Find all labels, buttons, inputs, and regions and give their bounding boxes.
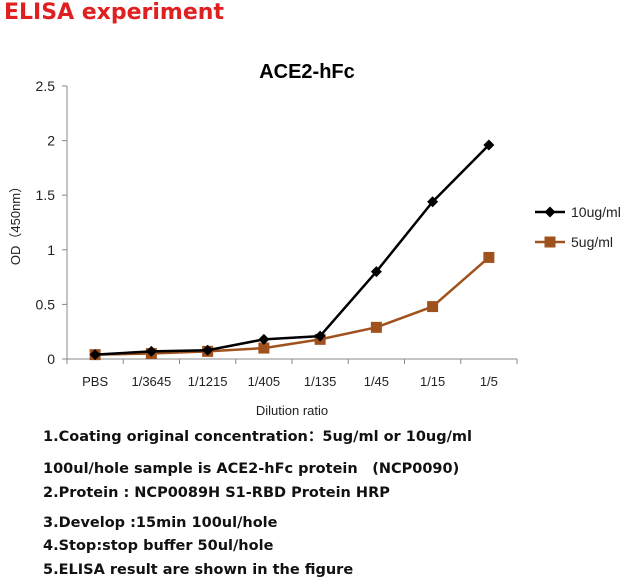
x-tick-label: 1/135 <box>304 374 337 389</box>
legend-label: 10ug/ml <box>571 204 621 220</box>
y-axis-title: OD（450nm） <box>8 180 23 265</box>
x-tick-label: 1/45 <box>364 374 389 389</box>
note-line: 3.Develop :15min 100ul/hole <box>43 515 278 531</box>
note-line: 5.ELISA result are shown in the figure <box>43 562 354 578</box>
y-tick-label: 0 <box>47 351 55 367</box>
data-point <box>258 333 270 345</box>
y-tick-label: 2.5 <box>36 78 56 94</box>
y-tick-label: 2 <box>47 133 55 149</box>
data-point <box>89 349 101 361</box>
data-point <box>427 301 439 313</box>
series-line <box>95 144 490 356</box>
note-line: 1.Coating original concentration：5ug/ml … <box>43 429 473 445</box>
x-tick-label: 1/15 <box>420 374 445 389</box>
note-line: 4.Stop:stop buffer 50ul/hole <box>43 538 274 554</box>
data-point <box>202 344 214 356</box>
legend-label: 5ug/ml <box>571 234 613 250</box>
y-tick-label: 1.5 <box>36 187 56 203</box>
x-tick-label: 1/405 <box>248 374 281 389</box>
legend-marker <box>544 206 556 218</box>
chart-title: ACE2-hFc <box>259 61 355 83</box>
y-tick-label: 1 <box>47 242 55 258</box>
page-heading: ELISA experiment <box>4 0 224 25</box>
x-tick-label: 1/5 <box>480 374 498 389</box>
data-point <box>483 251 495 263</box>
legend-marker <box>544 236 556 248</box>
data-point <box>427 196 439 208</box>
data-point <box>314 330 326 342</box>
x-tick-label: 1/1215 <box>188 374 228 389</box>
note-line: 100ul/hole sample is ACE2-hFc protein (N… <box>43 461 460 477</box>
data-point <box>370 321 382 333</box>
data-point <box>258 342 270 354</box>
note-line: 2.Protein : NCP0089H S1-RBD Protein HRP <box>43 485 390 501</box>
line-chart: ACE2-hFc 0 0.5 1 1.5 2 2.5 PBS 1/3645 1/1215 1/405… <box>8 61 621 418</box>
y-tick-label: 0.5 <box>36 296 56 312</box>
x-axis-title: Dilution ratio <box>256 403 328 418</box>
x-tick-label: 1/3645 <box>131 374 171 389</box>
data-point <box>483 139 495 151</box>
data-point <box>145 345 157 357</box>
series-line <box>95 256 490 356</box>
x-tick-label: PBS <box>82 374 108 389</box>
data-point <box>370 266 382 278</box>
